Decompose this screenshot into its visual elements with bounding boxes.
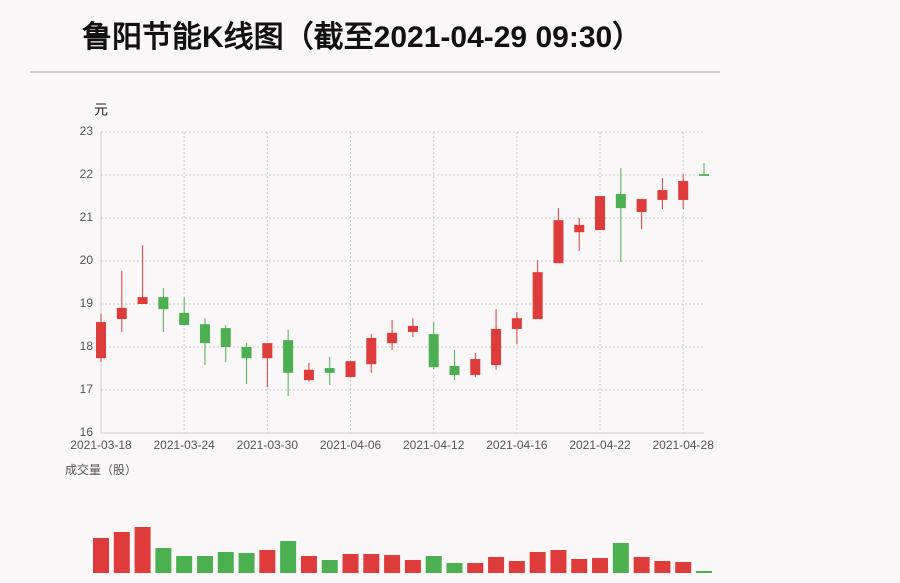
- x-tick-label: 2021-04-06: [320, 438, 382, 452]
- volume-bar: [592, 558, 609, 573]
- y-tick-label: 23: [80, 124, 94, 138]
- candle-body: [220, 328, 231, 347]
- y-tick-label: 16: [80, 425, 94, 439]
- volume-bar: [300, 556, 317, 573]
- candle-body: [678, 181, 689, 200]
- x-tick-label: 2021-04-22: [569, 438, 631, 452]
- y-tick-label: 19: [80, 296, 94, 310]
- candle-body: [574, 224, 585, 233]
- volume-bar: [550, 550, 567, 573]
- candle-body: [511, 318, 522, 329]
- chart-title: 鲁阳节能K线图（截至2021-04-29 09:30）: [82, 20, 642, 54]
- x-tick-label: 2021-03-30: [237, 438, 299, 452]
- volume-bar: [571, 559, 588, 573]
- volume-bar: [238, 553, 255, 573]
- candle-body: [324, 368, 335, 373]
- volume-bar: [384, 555, 401, 573]
- x-tick-label: 2021-03-24: [153, 438, 215, 452]
- candle-body: [241, 347, 252, 359]
- volume-label: 成交量（股）: [65, 462, 137, 477]
- volume-bar: [488, 557, 505, 573]
- volume-bar: [176, 556, 193, 573]
- candle-body: [262, 343, 273, 359]
- volume-bar: [696, 571, 712, 573]
- x-tick-label: 2021-04-28: [653, 438, 715, 452]
- candle-body: [615, 193, 626, 209]
- volume-bar: [425, 556, 442, 573]
- volume-bar: [404, 560, 421, 573]
- volume-bar: [612, 543, 629, 573]
- candle-body: [532, 272, 543, 320]
- candle-body: [407, 325, 418, 332]
- candle-body: [179, 313, 190, 326]
- candle-body: [199, 324, 210, 344]
- volume-bar: [113, 532, 130, 573]
- candle-body: [96, 322, 106, 359]
- candle-body: [137, 297, 148, 304]
- volume-bar: [280, 541, 297, 573]
- candle-body: [158, 297, 169, 310]
- y-tick-label: 22: [80, 167, 94, 181]
- volume-bar: [446, 563, 463, 573]
- y-tick-label: 21: [80, 210, 94, 224]
- x-tick-label: 2021-03-18: [70, 438, 132, 452]
- volume-bar: [529, 552, 546, 573]
- candle-body: [303, 369, 314, 381]
- y-axis-label: 元: [94, 102, 108, 118]
- candle-body: [699, 174, 709, 176]
- candle-body: [657, 190, 668, 200]
- candle-body: [553, 220, 564, 264]
- volume-bar: [155, 548, 172, 573]
- volume-bar: [633, 557, 650, 573]
- volume-bar: [259, 550, 276, 573]
- volume-bar: [675, 562, 692, 573]
- candle-body: [345, 361, 356, 378]
- volume-bar: [196, 556, 213, 573]
- volume-bar: [321, 560, 338, 573]
- candle-body: [116, 307, 127, 320]
- volume-bar: [93, 538, 109, 573]
- x-tick-label: 2021-04-12: [403, 438, 465, 452]
- candle-body: [595, 196, 606, 231]
- candle-body: [387, 332, 398, 344]
- y-tick-label: 18: [80, 339, 94, 353]
- candle-body: [491, 328, 502, 366]
- volume-bar: [508, 561, 525, 573]
- volume-bar: [134, 527, 151, 573]
- y-tick-label: 20: [80, 253, 94, 267]
- volume-bar: [654, 561, 671, 573]
- y-tick-label: 17: [80, 382, 94, 396]
- candle-body: [470, 359, 481, 375]
- volume-bar: [467, 563, 484, 573]
- volume-bar: [342, 554, 359, 573]
- candle-body: [636, 199, 647, 212]
- candle-body: [449, 365, 460, 375]
- volume-bar: [217, 552, 234, 573]
- volume-bar: [363, 554, 380, 573]
- candle-body: [428, 334, 439, 368]
- x-tick-label: 2021-04-16: [486, 438, 548, 452]
- candle-body: [366, 337, 377, 365]
- candle-body: [283, 340, 294, 373]
